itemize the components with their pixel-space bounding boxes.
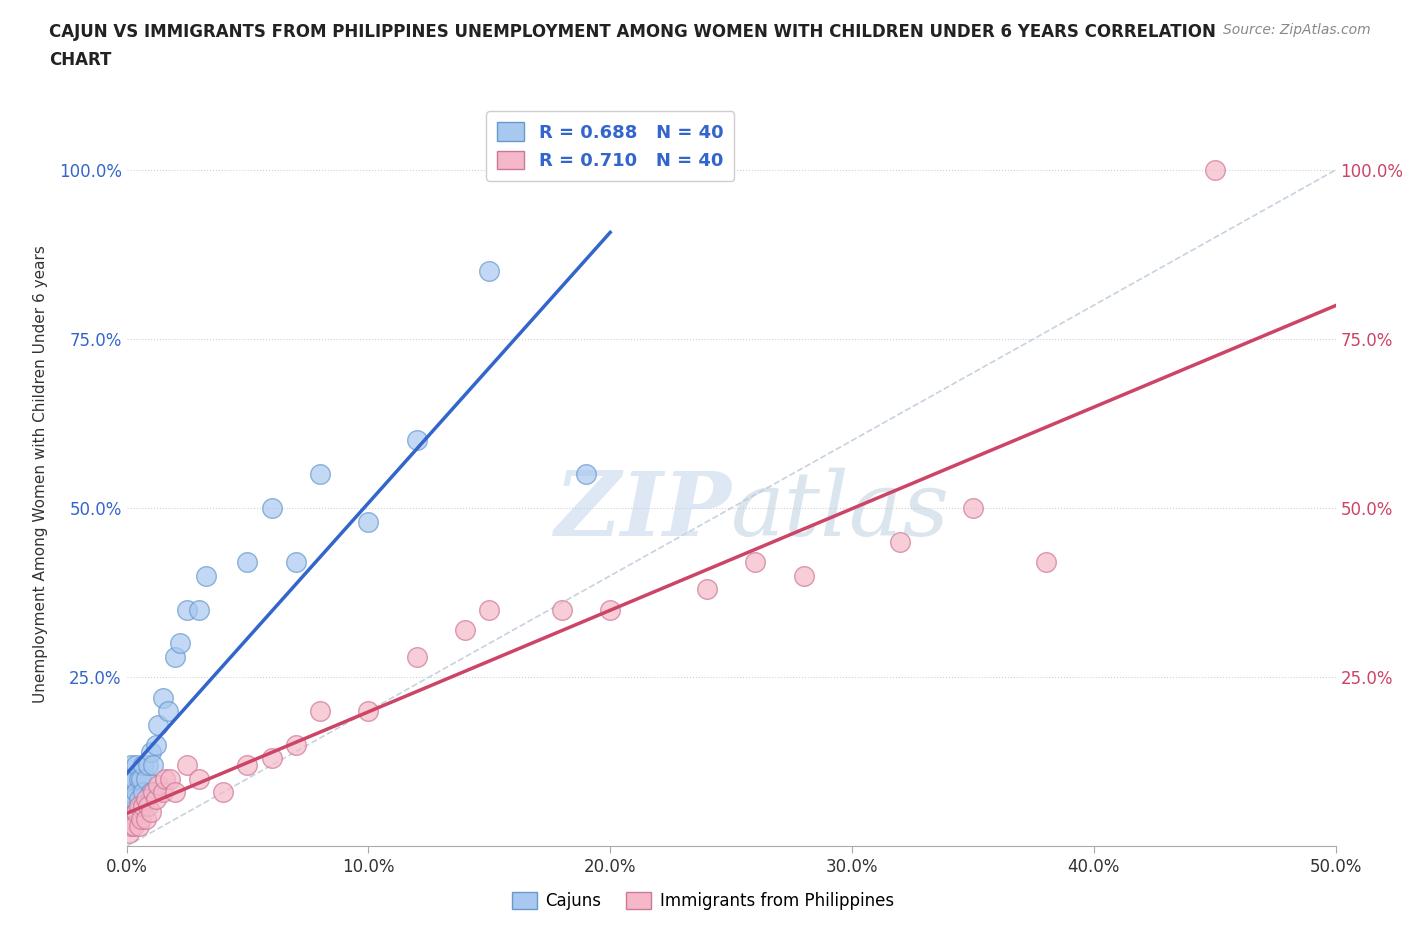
Point: [163, 649, 186, 664]
Point: [132, 798, 155, 813]
Point: [139, 744, 162, 759]
Point: [309, 467, 332, 482]
Point: [1204, 163, 1226, 178]
Point: [284, 737, 307, 752]
Point: [122, 812, 145, 827]
Text: Source: ZipAtlas.com: Source: ZipAtlas.com: [1223, 23, 1371, 37]
Point: [129, 798, 152, 813]
Point: [260, 500, 283, 515]
Point: [128, 812, 150, 827]
Point: [128, 771, 150, 786]
Point: [146, 778, 169, 793]
Text: CAJUN VS IMMIGRANTS FROM PHILIPPINES UNEMPLOYMENT AMONG WOMEN WITH CHILDREN UNDE: CAJUN VS IMMIGRANTS FROM PHILIPPINES UNE…: [49, 23, 1216, 41]
Point: [120, 758, 142, 773]
Point: [135, 791, 157, 806]
Point: [176, 758, 198, 773]
Point: [169, 636, 191, 651]
Point: [793, 568, 815, 583]
Point: [889, 535, 911, 550]
Point: [118, 805, 141, 820]
Point: [118, 825, 141, 840]
Point: [405, 433, 427, 448]
Text: atlas: atlas: [731, 468, 950, 555]
Point: [145, 791, 167, 806]
Point: [454, 622, 477, 637]
Point: [142, 758, 165, 773]
Point: [236, 555, 259, 570]
Point: [163, 785, 186, 800]
Point: [136, 758, 159, 773]
Point: [155, 771, 177, 786]
Point: [135, 771, 157, 786]
Point: [159, 771, 181, 786]
Point: [696, 582, 718, 597]
Point: [551, 602, 574, 617]
Point: [212, 785, 235, 800]
Point: [188, 602, 211, 617]
Point: [118, 785, 141, 800]
Text: CHART: CHART: [49, 51, 111, 69]
Point: [152, 690, 174, 705]
Point: [122, 791, 145, 806]
Point: [962, 500, 984, 515]
Point: [142, 785, 165, 800]
Point: [132, 785, 155, 800]
Point: [357, 514, 380, 529]
Point: [136, 798, 159, 813]
Point: [139, 785, 162, 800]
Point: [122, 818, 145, 833]
Point: [1035, 555, 1057, 570]
Point: [129, 812, 152, 827]
Point: [744, 555, 766, 570]
Point: [125, 805, 148, 820]
Point: [125, 785, 148, 800]
Point: [120, 818, 142, 833]
Point: [236, 758, 259, 773]
Point: [152, 785, 174, 800]
Point: [132, 758, 155, 773]
Point: [176, 602, 198, 617]
Point: [156, 704, 179, 719]
Point: [135, 812, 157, 827]
Point: [128, 798, 150, 813]
Point: [129, 771, 152, 786]
Point: [357, 704, 380, 719]
Point: [125, 805, 148, 820]
Point: [118, 771, 141, 786]
Point: [405, 649, 427, 664]
Point: [125, 758, 148, 773]
Point: [309, 704, 332, 719]
Point: [145, 737, 167, 752]
Point: [478, 602, 501, 617]
Point: [284, 555, 307, 570]
Point: [195, 568, 218, 583]
Legend: Cajuns, Immigrants from Philippines: Cajuns, Immigrants from Philippines: [505, 885, 901, 917]
Point: [120, 805, 142, 820]
Y-axis label: Unemployment Among Women with Children Under 6 years: Unemployment Among Women with Children U…: [32, 246, 48, 703]
Point: [122, 771, 145, 786]
Point: [128, 791, 150, 806]
Point: [260, 751, 283, 765]
Point: [139, 805, 162, 820]
Point: [128, 818, 150, 833]
Point: [575, 467, 598, 482]
Point: [478, 264, 501, 279]
Point: [146, 717, 169, 732]
Text: ZIP: ZIP: [555, 468, 731, 555]
Point: [188, 771, 211, 786]
Legend: R = 0.688   N = 40, R = 0.710   N = 40: R = 0.688 N = 40, R = 0.710 N = 40: [486, 112, 734, 180]
Point: [118, 812, 141, 827]
Point: [599, 602, 621, 617]
